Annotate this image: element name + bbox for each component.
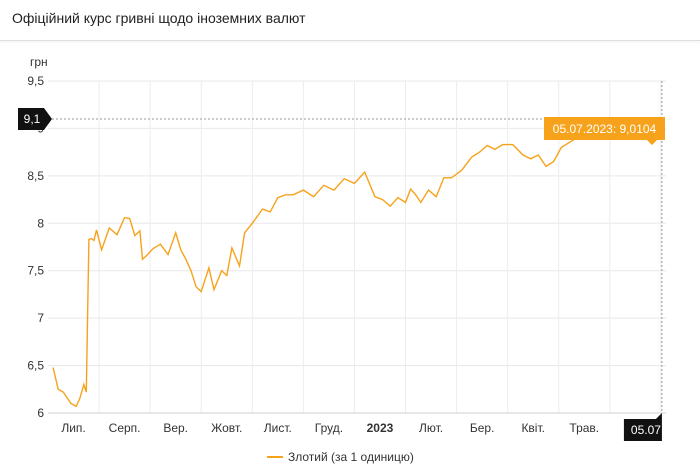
- legend[interactable]: Злотий (за 1 одиницю): [267, 450, 414, 464]
- grid: [48, 80, 666, 414]
- x-tick-label: Трав.: [569, 421, 599, 435]
- tooltip-text: 05.07.2023: 9,0104: [553, 122, 657, 136]
- y-tick-label: 7: [37, 311, 44, 325]
- legend-label: Злотий (за 1 одиницю): [288, 450, 414, 464]
- x-tick-label: Лют.: [419, 421, 443, 435]
- crosshair-y-label: 9,1: [24, 112, 41, 126]
- crosshair-x-label: 05.07: [631, 423, 661, 437]
- tooltip: 05.07.2023: 9,0104: [544, 117, 665, 145]
- x-tick-label: Бер.: [470, 421, 495, 435]
- x-axis-ticks: Лип. Серп. Вер. Жовт. Лист. Груд. 2023 Лют. Бер.…: [61, 421, 639, 435]
- crosshair: 9,1 05.07 05.07.2023: 9,0104: [18, 81, 665, 441]
- y-tick-label: 7,5: [27, 264, 44, 278]
- chart-header: Офіційний курс гривні щодо іноземних вал…: [0, 0, 700, 41]
- x-tick-label: Груд.: [315, 421, 343, 435]
- x-tick-label: Лист.: [264, 421, 292, 435]
- y-tick-label: 9,5: [27, 74, 44, 88]
- crosshair-y-badge: 9,1: [18, 107, 52, 130]
- y-tick-label: 6,5: [27, 359, 44, 373]
- y-axis-label: грн: [30, 55, 48, 69]
- x-tick-label: Вер.: [163, 421, 188, 435]
- x-tick-label: Жовт.: [211, 421, 242, 435]
- y-axis-ticks: 9,598,587,576,56: [27, 74, 44, 420]
- crosshair-x-badge: 05.07: [623, 413, 662, 441]
- x-tick-label: 2023: [367, 421, 394, 435]
- series-line-zloty[interactable]: [52, 125, 662, 408]
- y-tick-label: 8: [37, 216, 44, 230]
- y-tick-label: 8,5: [27, 169, 44, 183]
- y-tick-label: 6: [37, 406, 44, 420]
- x-tick-label: Серп.: [109, 421, 141, 435]
- x-tick-label: Квіт.: [521, 421, 545, 435]
- x-tick-label: Лип.: [61, 421, 85, 435]
- chart-title: Офіційний курс гривні щодо іноземних вал…: [12, 10, 306, 26]
